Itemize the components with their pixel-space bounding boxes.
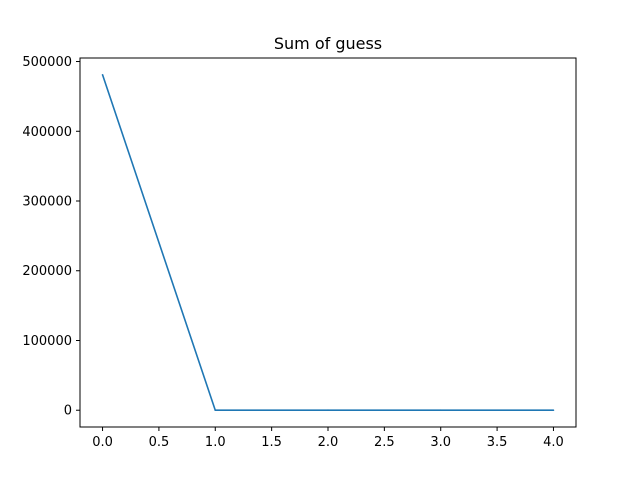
data-point <box>439 409 442 412</box>
x-tick-label: 4.0 <box>543 435 564 450</box>
y-tick-label: 100000 <box>22 334 72 349</box>
x-tick-label: 3.0 <box>430 435 451 450</box>
x-tick-label: 1.5 <box>261 435 282 450</box>
x-tick-label: 1.0 <box>205 435 226 450</box>
x-tick-label: 0.5 <box>149 435 170 450</box>
data-point <box>552 409 555 412</box>
x-tick-label: 2.5 <box>374 435 395 450</box>
y-tick-label: 500000 <box>22 55 72 70</box>
y-tick-label: 400000 <box>22 125 72 140</box>
y-tick-label: 300000 <box>22 195 72 210</box>
x-tick-label: 2.0 <box>318 435 339 450</box>
x-tick-label: 3.5 <box>487 435 508 450</box>
x-tick-label: 0.0 <box>92 435 113 450</box>
chart-title: Sum of guess <box>274 34 382 53</box>
y-tick-label: 0 <box>64 404 72 419</box>
y-tick-label: 200000 <box>22 264 72 279</box>
plot-area: 0.0 0.5 1.0 1.5 2.0 2.5 3.0 3.5 4.0 0 100000 200000… <box>22 55 577 450</box>
data-point <box>327 409 329 412</box>
data-point <box>101 73 104 76</box>
data-point <box>214 409 217 412</box>
